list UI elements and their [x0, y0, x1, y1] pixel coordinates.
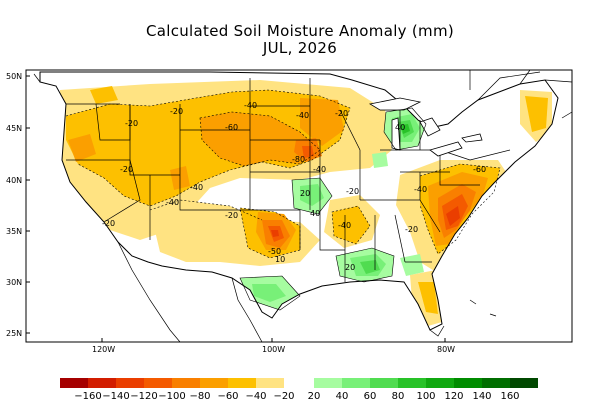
contour-label: -40: [166, 198, 179, 207]
contour-label: -20: [125, 119, 138, 128]
map-subtitle: JUL, 2026: [262, 39, 338, 57]
contour-label: -40: [338, 221, 351, 230]
colorbar-swatch-dry: [200, 378, 228, 388]
colorbar-label: −160: [74, 391, 102, 402]
colorbar-label: −120: [130, 391, 158, 402]
colorbar-swatch-wet: [426, 378, 454, 388]
neighbor-borders: [33, 69, 573, 343]
lon-label-100w: 100W: [262, 345, 286, 354]
contour-label: -20: [102, 219, 115, 228]
colorbar-swatch-dry: [88, 378, 116, 388]
colorbar-swatch-wet: [342, 378, 370, 388]
contour-label: -60: [473, 165, 486, 174]
lat-label-50n: 50N: [6, 72, 23, 81]
contour-label: -60: [225, 123, 238, 132]
colorbar-swatch-dry: [144, 378, 172, 388]
contour-label: -50: [268, 247, 281, 256]
colorbar-swatch-wet: [510, 378, 538, 388]
colorbar-swatch-dry: [256, 378, 284, 388]
plot-frame: [25, 69, 573, 343]
colorbar-swatch-wet: [482, 378, 510, 388]
lon-label-120w: 120W: [92, 345, 116, 354]
contour-label: -40: [313, 165, 326, 174]
contour-label: -40: [244, 101, 257, 110]
contour-label: -20: [170, 107, 183, 116]
colorbar-label: 60: [363, 391, 377, 402]
colorbar-swatch-wet: [398, 378, 426, 388]
contour-label: 20: [345, 263, 355, 272]
colorbar-label: −40: [245, 391, 267, 402]
colorbar-label: 120: [444, 391, 464, 402]
map-title: Calculated Soil Moisture Anomaly (mm): [145, 22, 455, 40]
colorbar-label: −80: [189, 391, 211, 402]
colorbar-label: −140: [102, 391, 130, 402]
contour-label: -40: [190, 183, 203, 192]
contour-label: 40: [310, 209, 320, 218]
colorbar-swatch-wet: [454, 378, 482, 388]
contour-label: -20: [405, 225, 418, 234]
colorbar-swatch-dry: [228, 378, 256, 388]
colorbar-swatch-wet: [370, 378, 398, 388]
colorbar-swatch-dry: [60, 378, 88, 388]
contour-label: 10: [275, 255, 285, 264]
colorbar-label: −100: [158, 391, 186, 402]
colorbar-label: 80: [391, 391, 405, 402]
colorbar-swatch-dry: [172, 378, 200, 388]
contour-label: -20: [120, 165, 133, 174]
colorbar-label: 160: [500, 391, 520, 402]
colorbar-swatch-wet: [314, 378, 342, 388]
colorbar-label: 140: [472, 391, 492, 402]
lat-label-30n: 30N: [6, 278, 23, 287]
lon-label-80w: 80W: [437, 345, 456, 354]
lat-ticks: [26, 75, 30, 334]
colorbar-label: −60: [217, 391, 239, 402]
contour-label: -20: [225, 211, 238, 220]
lon-ticks: [101, 338, 446, 342]
contour-label: -20: [346, 187, 359, 196]
contour-label: -80: [292, 155, 305, 164]
colorbar-label: 20: [307, 391, 321, 402]
contour-label: 20: [300, 189, 310, 198]
contour-lines-wet: [239, 107, 427, 311]
lat-label-35n: 35N: [6, 227, 23, 236]
lat-label-45n: 45N: [6, 124, 23, 133]
contour-value-labels: -20 -20 -20 -20 -20 -20 -20 -20 -40 -40 …: [102, 101, 486, 272]
lat-label-40n: 40N: [6, 176, 23, 185]
contour-label: -40: [414, 185, 427, 194]
contour-label: 40: [395, 123, 405, 132]
colorbar-label: −20: [273, 391, 295, 402]
contour-lines: [65, 89, 501, 259]
contour-label: -40: [296, 111, 309, 120]
colorbar-swatch-dry: [116, 378, 144, 388]
colorbar-label: 40: [335, 391, 349, 402]
contour-label: -20: [335, 109, 348, 118]
anomaly-dry-120: [271, 206, 460, 237]
anomaly-wet-80: [401, 124, 410, 134]
colorbar-label: 100: [416, 391, 436, 402]
lat-label-25n: 25N: [6, 329, 23, 338]
colorbar: [60, 378, 538, 388]
